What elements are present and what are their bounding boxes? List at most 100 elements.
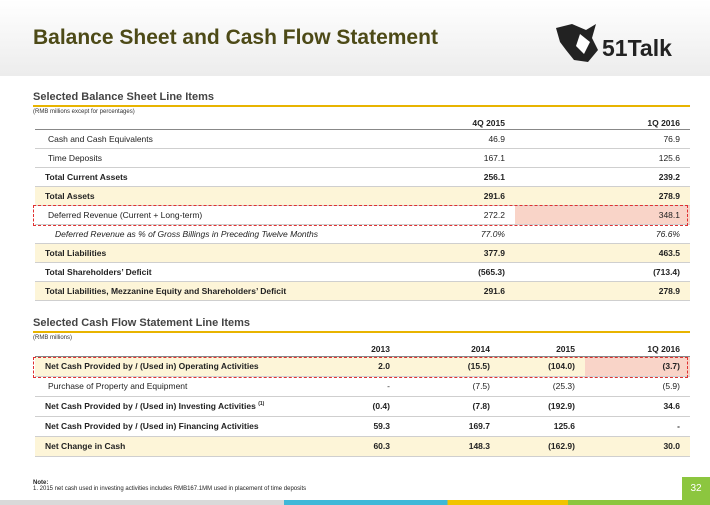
header-row: 2013 2014 2015 1Q 2016 <box>35 342 690 357</box>
cell-value: 278.9 <box>515 186 690 206</box>
row-label: Net Cash Provided by / (Used in) Operati… <box>35 356 335 377</box>
table-row: Net Cash Provided by / (Used in) Financi… <box>35 416 690 437</box>
table-row: Net Change in Cash 60.3 148.3 (162.9) 30.0 <box>35 436 690 457</box>
cell-value: 278.9 <box>515 281 690 301</box>
cell-value: (104.0) <box>500 356 585 377</box>
highlight-box <box>33 357 688 378</box>
table-row: Total Liabilities 377.9 463.5 <box>35 243 690 263</box>
cell-value: 256.1 <box>415 167 515 187</box>
row-label: Net Cash Provided by / (Used in) Financi… <box>35 416 335 437</box>
table-row: Net Cash Provided by / (Used in) Investi… <box>35 396 690 417</box>
table-row: Net Cash Provided by / (Used in) Operati… <box>35 356 690 377</box>
slide-title: Balance Sheet and Cash Flow Statement <box>33 26 438 49</box>
section-subtitle: (RMB millions) <box>33 335 72 341</box>
cell-value: 30.0 <box>585 436 690 457</box>
table-row: Total Liabilities, Mezzanine Equity and … <box>35 281 690 301</box>
cell-value: 77.0% <box>415 224 515 244</box>
row-label: Total Liabilities <box>35 243 415 263</box>
section-title: Selected Cash Flow Statement Line Items <box>33 317 690 333</box>
cell-value: (0.4) <box>335 396 400 417</box>
cell-value: 2.0 <box>335 356 400 377</box>
cell-value: 291.6 <box>415 186 515 206</box>
cell-value: (5.9) <box>585 376 690 397</box>
footer-bar <box>0 500 710 505</box>
table-row: Cash and Cash Equivalents 46.9 76.9 <box>35 129 690 149</box>
row-label-text: Net Change in Cash <box>45 441 126 451</box>
cell-value: - <box>585 416 690 437</box>
row-label-text: Total Liabilities <box>45 247 107 258</box>
row-label-text: Net Cash Provided by / (Used in) Investi… <box>45 401 256 411</box>
cell-value: 169.7 <box>400 416 500 437</box>
table-row: Total Assets 291.6 278.9 <box>35 186 690 206</box>
table-row: Purchase of Property and Equipment - (7.5)… <box>35 376 690 397</box>
row-label-text: Total Assets <box>45 190 95 201</box>
balance-table: 4Q 2015 1Q 2016 Cash and Cash Equivalents 4… <box>35 117 690 301</box>
cell-value: (192.9) <box>500 396 585 417</box>
column-header: 2014 <box>400 342 500 357</box>
row-label-text: Deferred Revenue as % of Gross Billings … <box>55 228 318 239</box>
cell-value: - <box>335 376 400 397</box>
cell-value: (15.5) <box>400 356 500 377</box>
cell-value: 60.3 <box>335 436 400 457</box>
logo: 51Talk <box>556 24 672 62</box>
cell-value: 46.9 <box>415 129 515 149</box>
table-row: Total Shareholders’ Deficit (565.3) (713.4… <box>35 262 690 282</box>
cell-value: 125.6 <box>515 148 690 168</box>
cell-value: 59.3 <box>335 416 400 437</box>
cell-value: (565.3) <box>415 262 515 282</box>
table-row: Deferred Revenue (Current + Long-term) 27… <box>35 205 690 225</box>
cell-value: (713.4) <box>515 262 690 282</box>
cell-value: 167.1 <box>415 148 515 168</box>
cell-value: 377.9 <box>415 243 515 263</box>
row-label: Total Current Assets <box>35 167 415 187</box>
section-title: Selected Balance Sheet Line Items <box>33 91 690 107</box>
row-label: Deferred Revenue as % of Gross Billings … <box>35 224 415 244</box>
cell-value: 348.1 <box>515 205 690 225</box>
footnote-marker: (1) <box>258 401 265 408</box>
highlight-box <box>33 205 688 226</box>
section-subtitle: (RMB millions except for percentages) <box>33 109 135 115</box>
page-number: 32 <box>682 477 710 500</box>
cell-value: 34.6 <box>585 396 690 417</box>
row-label-text: Purchase of Property and Equipment <box>48 381 188 391</box>
note-item: 1. 2015 net cash used in investing activ… <box>33 486 307 492</box>
cell-value: 125.6 <box>500 416 585 437</box>
note-label: Note: <box>33 480 49 486</box>
cell-value: (7.8) <box>400 396 500 417</box>
header-cell <box>35 117 415 130</box>
header-cell <box>35 342 335 357</box>
column-header: 1Q 2016 <box>585 342 690 357</box>
row-label-text: Total Liabilities, Mezzanine Equity and … <box>45 285 287 296</box>
column-header: 4Q 2015 <box>415 117 515 130</box>
cell-value: (162.9) <box>500 436 585 457</box>
cell-value: (7.5) <box>400 376 500 397</box>
row-label-text: Total Shareholders’ Deficit <box>45 266 152 277</box>
table-row: Total Current Assets 256.1 239.2 <box>35 167 690 187</box>
column-header: 2015 <box>500 342 585 357</box>
note: Note: 1. 2015 net cash used in investing… <box>33 480 306 492</box>
row-label: Time Deposits <box>35 148 415 168</box>
logo-text: 51Talk <box>602 35 672 61</box>
row-label: Net Cash Provided by / (Used in) Investi… <box>35 396 335 417</box>
row-label-text: Deferred Revenue (Current + Long-term) <box>48 209 203 220</box>
row-label-text: Time Deposits <box>48 152 103 163</box>
cell-value: 76.9 <box>515 129 690 149</box>
row-label: Cash and Cash Equivalents <box>35 129 415 149</box>
column-header: 2013 <box>335 342 400 357</box>
row-label-text: Net Cash Provided by / (Used in) Operati… <box>45 361 259 371</box>
table-row: Time Deposits 167.1 125.6 <box>35 148 690 168</box>
row-label: Deferred Revenue (Current + Long-term) <box>35 205 415 225</box>
row-label: Net Change in Cash <box>35 436 335 457</box>
cell-value: 463.5 <box>515 243 690 263</box>
cash-flow-table: 2013 2014 2015 1Q 2016 Net Cash Provided by … <box>35 342 690 457</box>
row-label-text: Net Cash Provided by / (Used in) Financi… <box>45 421 259 431</box>
row-label-text: Total Current Assets <box>45 171 128 182</box>
header-row: 4Q 2015 1Q 2016 <box>35 117 690 130</box>
logo-icon-detail <box>576 34 590 54</box>
row-label: Total Liabilities, Mezzanine Equity and … <box>35 281 415 301</box>
row-label: Total Assets <box>35 186 415 206</box>
cell-value: 239.2 <box>515 167 690 187</box>
row-label-text: Cash and Cash Equivalents <box>48 133 153 144</box>
cell-value: 291.6 <box>415 281 515 301</box>
